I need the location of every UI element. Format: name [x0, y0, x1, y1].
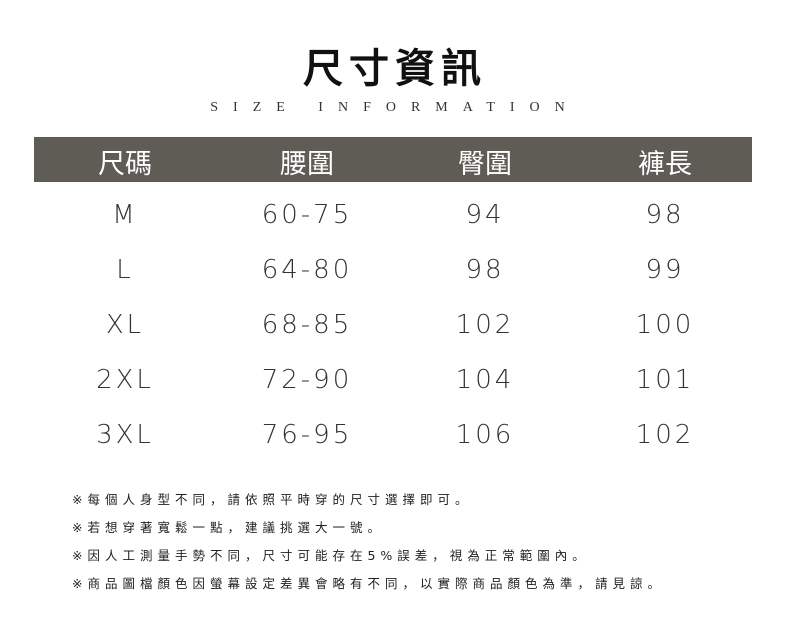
table-row: L 64-80 98 99: [0, 243, 790, 298]
cell-size: XL: [105, 310, 145, 340]
notes: ※每個人身型不同，請依照平時穿的尺寸選擇即可。 ※若想穿著寬鬆一點，建議挑選大一…: [72, 490, 665, 602]
cell-waist: 68-85: [261, 310, 353, 340]
table-header: 尺碼 腰圍 臀圍 褲長: [34, 137, 752, 182]
cell-length: 98: [645, 200, 685, 230]
cell-length: 101: [635, 365, 695, 395]
header-length: 褲長: [638, 149, 692, 180]
cell-waist: 60-75: [261, 200, 353, 230]
header-waist: 腰圍: [280, 149, 334, 180]
note: ※每個人身型不同，請依照平時穿的尺寸選擇即可。: [72, 492, 473, 507]
table-row: 2XL 72-90 104 101: [0, 353, 790, 408]
header-hip: 臀圍: [458, 149, 512, 180]
cell-length: 99: [645, 255, 685, 285]
cell-size: 3XL: [96, 420, 154, 450]
cell-length: 102: [635, 420, 695, 450]
header-size: 尺碼: [98, 149, 152, 180]
cell-waist: 76-95: [261, 420, 353, 450]
cell-hip: 102: [455, 310, 515, 340]
cell-length: 100: [635, 310, 695, 340]
cell-waist: 64-80: [261, 255, 353, 285]
cell-hip: 106: [455, 420, 515, 450]
cell-hip: 104: [455, 365, 515, 395]
note: ※若想穿著寬鬆一點，建議挑選大一號。: [72, 520, 385, 535]
table-row: M 60-75 94 98: [0, 188, 790, 243]
page-title: 尺寸資訊: [303, 45, 487, 92]
cell-hip: 94: [465, 200, 505, 230]
cell-size: 2XL: [96, 365, 154, 395]
cell-size: L: [116, 255, 134, 285]
table-row: 3XL 76-95 106 102: [0, 408, 790, 463]
cell-waist: 72-90: [261, 365, 353, 395]
cell-size: M: [112, 200, 138, 230]
cell-hip: 98: [465, 255, 505, 285]
note: ※因人工測量手勢不同，尺寸可能存在5%誤差，視為正常範圍內。: [72, 548, 590, 563]
table-row: XL 68-85 102 100: [0, 298, 790, 353]
note: ※商品圖檔顏色因螢幕設定差異會略有不同，以實際商品顏色為準，請見諒。: [72, 576, 665, 591]
page-subtitle: SIZE INFORMATION: [210, 100, 580, 115]
